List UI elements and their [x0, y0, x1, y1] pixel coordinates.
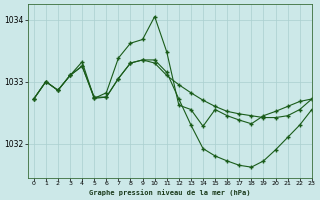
X-axis label: Graphe pression niveau de la mer (hPa): Graphe pression niveau de la mer (hPa): [89, 189, 251, 196]
